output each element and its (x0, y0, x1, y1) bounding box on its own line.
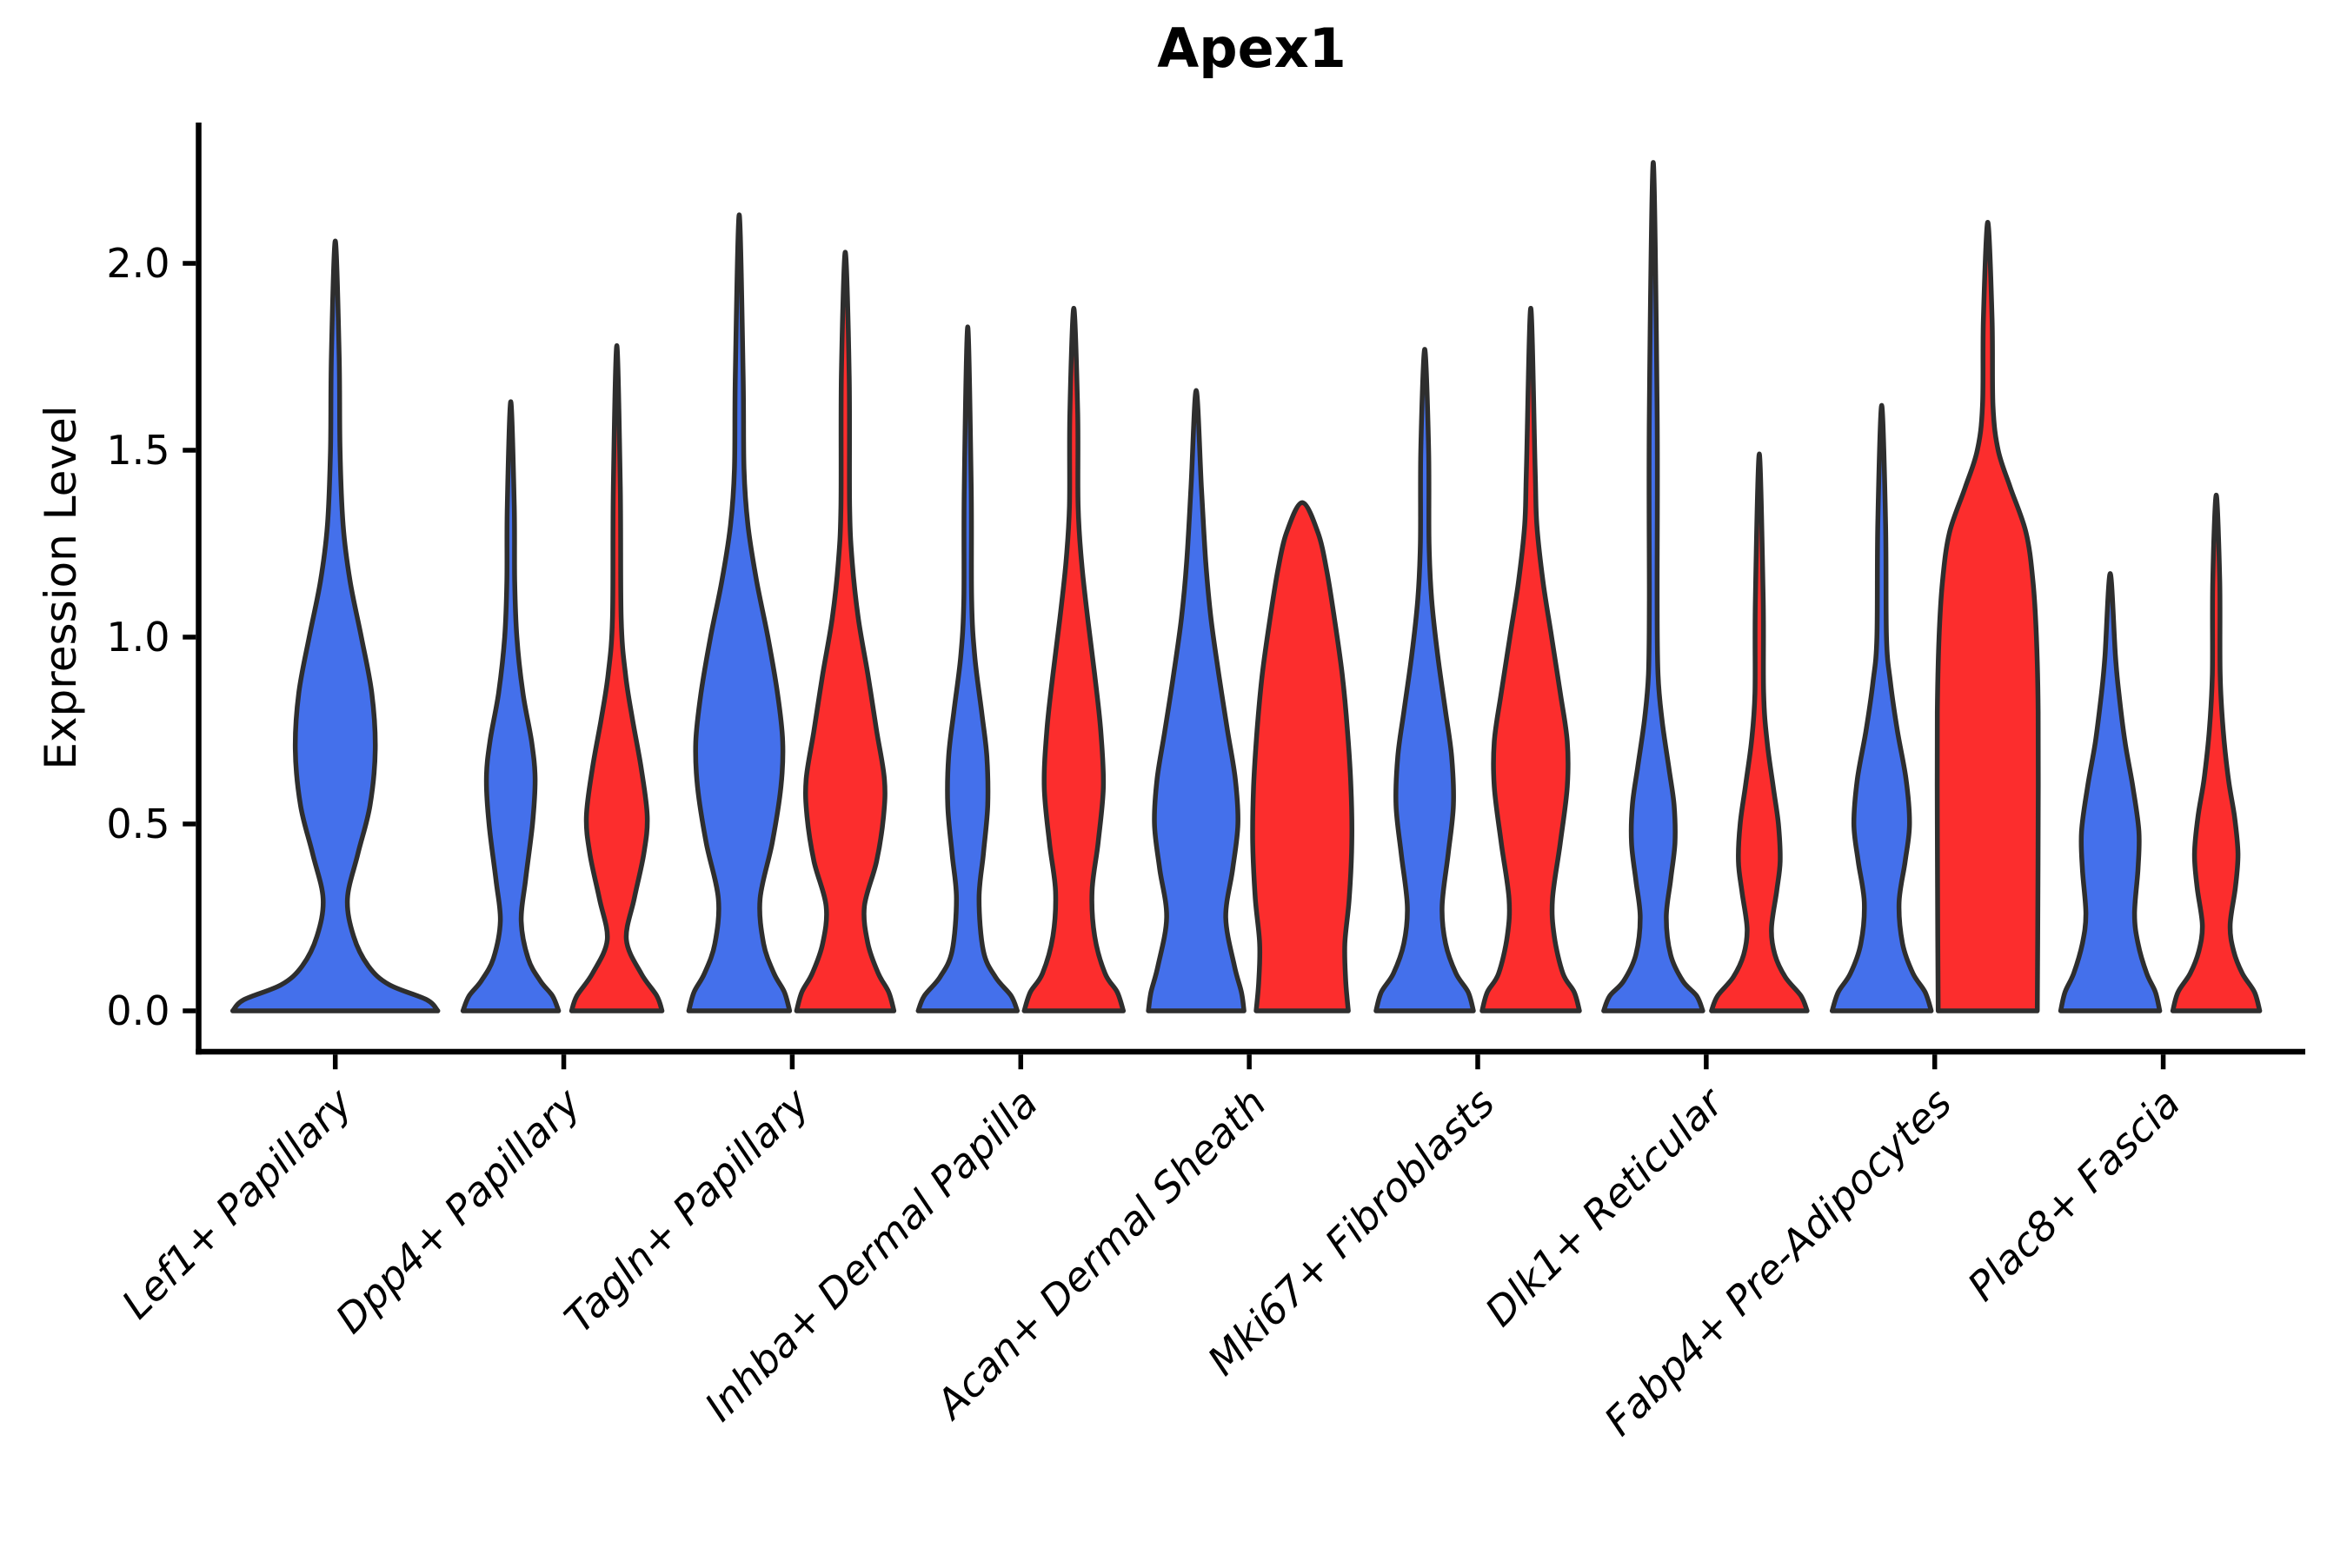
y-tick-label-1.0: 1.0 (106, 614, 170, 661)
y-tick-label-0.0: 0.0 (106, 987, 170, 1034)
x-category-label-8: Plac8+ Fascia (1958, 1080, 2189, 1310)
violin-tagln+-red (794, 249, 897, 1013)
x-category-label-6: Dlk1+ Reticular (1476, 1077, 1734, 1335)
violin-plac8+-blue (2058, 571, 2163, 1013)
violin-dlk1+-blue (1601, 160, 1705, 1013)
y-tick-label-2.0: 2.0 (106, 240, 170, 287)
y-tick-label-0.5: 0.5 (106, 801, 170, 847)
violin-mki67+-red (1479, 305, 1582, 1013)
violin-acan+-red (1250, 500, 1354, 1013)
violin-acan+-blue (1146, 388, 1247, 1013)
x-category-label-1: Dpp4+ Papillary (327, 1079, 590, 1342)
violin-fabp4+-red (1934, 219, 2041, 1013)
violin-tagln+-blue (686, 212, 793, 1013)
x-category-label-2: Tagln+ Papillary (555, 1079, 819, 1342)
violin-inhba+-red (1021, 305, 1127, 1013)
violin-dlk1+-red (1709, 451, 1810, 1013)
violin-dpp4+-red (568, 342, 665, 1013)
violin-mki67+-blue (1373, 347, 1476, 1013)
y-axis-title: Expression Level (36, 405, 86, 770)
violin-lef1+-blue (229, 238, 441, 1013)
violin-plac8+-red (2170, 492, 2263, 1013)
x-category-label-0: Lef1+ Papillary (113, 1079, 362, 1327)
violin-fabp4+-blue (1829, 402, 1934, 1013)
violin-dpp4+-blue (460, 399, 562, 1013)
violin-inhba+-blue (915, 324, 1021, 1013)
chart-title: Apex1 (1157, 17, 1346, 80)
y-tick-label-1.5: 1.5 (106, 427, 170, 474)
